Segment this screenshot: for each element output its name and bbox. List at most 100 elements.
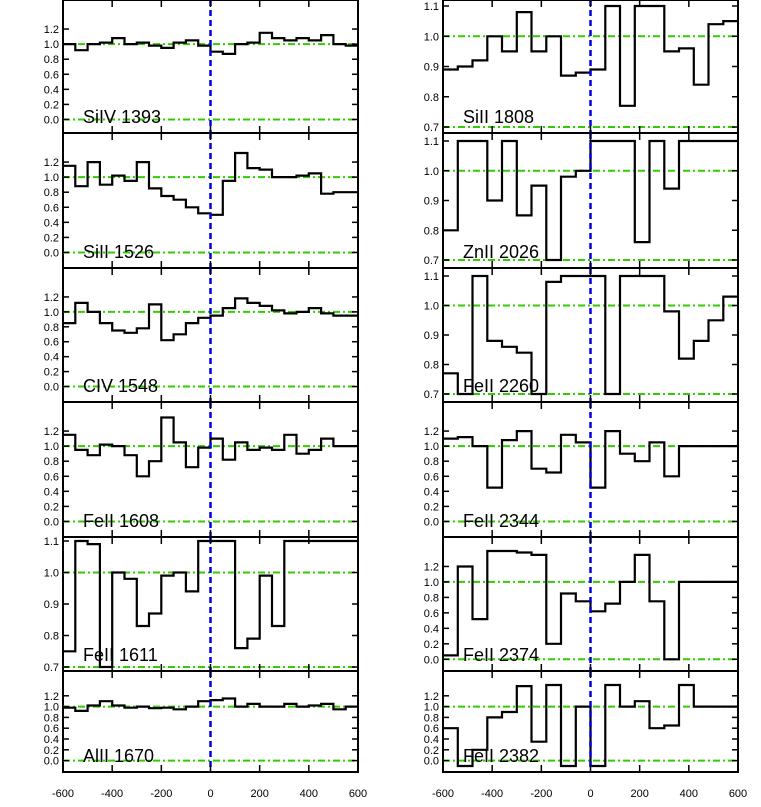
x-tick-label: -400 [481, 788, 503, 800]
panel-civ-1548: 0.0 0.2 0.4 0.6 0.8 1.0 1.2 CIV 1548 [44, 267, 359, 403]
y-tick-label: 0.4 [44, 84, 59, 96]
spectrum-step-line [63, 151, 358, 216]
y-tick-label: 0.4 [44, 352, 59, 364]
spectrum-step-line [443, 683, 738, 768]
y-tick-label: 0.2 [44, 232, 59, 244]
y-tick-label: 0.6 [44, 723, 59, 735]
x-tick-label: 600 [729, 788, 747, 800]
panel-siiv-1393: 0.0 0.2 0.4 0.6 0.8 1.0 1.2 SiIV 1393 [44, 0, 359, 134]
panel-label: FeII 2382 [463, 746, 539, 766]
y-tick-label: 1.0 [424, 702, 439, 714]
x-tick-label: -400 [101, 788, 123, 800]
y-tick-label: 1.0 [44, 568, 59, 580]
panel-label: AlII 1670 [83, 746, 154, 766]
y-tick-label: 0.6 [424, 608, 439, 620]
y-tick-label: 0.8 [424, 712, 439, 724]
y-tick-label: 0.6 [44, 337, 59, 349]
x-tick-label: 200 [630, 788, 648, 800]
y-tick-label: 0.2 [424, 639, 439, 651]
y-tick-label: 1.2 [424, 426, 439, 438]
panel-label: FeII 1611 [83, 645, 158, 665]
y-tick-label: 0.8 [424, 360, 439, 372]
panel-feii-2374: 0.0 0.2 0.4 0.6 0.8 1.0 1.2 FeII 2374 [424, 536, 739, 672]
x-tick-label: -200 [530, 788, 552, 800]
y-tick-label: 0.2 [44, 99, 59, 111]
y-tick-label: 1.0 [424, 577, 439, 589]
y-tick-label: 1.2 [424, 561, 439, 573]
x-tick-label: -600 [432, 788, 454, 800]
x-tick-label: 400 [680, 788, 698, 800]
y-tick-label: 0.6 [424, 471, 439, 483]
panel-siii-1808: 0.7 0.8 0.9 1.0 1.1 SiII 1808 [424, 0, 739, 134]
y-tick-label: 0.9 [44, 599, 59, 611]
y-tick-label: 0.8 [44, 54, 59, 66]
spectrum-step-line [443, 430, 738, 489]
panel-label: CIV 1548 [83, 376, 158, 396]
y-tick-label: 0.7 [424, 122, 439, 134]
x-tick-label: 0 [207, 788, 213, 800]
x-tick-label: 600 [349, 788, 367, 800]
y-tick-label: 0.0 [424, 654, 439, 666]
panel-feii-2344: 0.0 0.2 0.4 0.6 0.8 1.0 1.2 FeII 2344 [424, 401, 739, 538]
y-tick-label: 0.2 [44, 367, 59, 379]
spectrum-step-line [63, 539, 358, 669]
y-tick-label: 0.0 [44, 114, 59, 126]
y-tick-label: 0.4 [44, 734, 59, 746]
y-tick-label: 0.8 [424, 592, 439, 604]
y-tick-label: 0.2 [424, 501, 439, 513]
y-tick-label: 0.9 [424, 330, 439, 342]
y-tick-label: 0.6 [44, 69, 59, 81]
spectrum-step-line [443, 549, 738, 661]
panel-label: FeII 1608 [83, 511, 159, 531]
x-tick-label: -200 [150, 788, 172, 800]
y-tick-label: 0.4 [424, 734, 439, 746]
y-tick-label: 0.8 [44, 187, 59, 199]
y-tick-label: 1.0 [424, 166, 439, 178]
y-tick-label: 1.1 [424, 271, 439, 283]
y-tick-label: 0.0 [44, 516, 59, 528]
y-tick-label: 1.2 [424, 691, 439, 703]
panel-znii-2026: 0.7 0.8 0.9 1.0 1.1 ZnII 2026 [424, 132, 739, 269]
y-tick-label: 0.8 [424, 456, 439, 468]
panel-label: FeII 2344 [463, 511, 539, 531]
y-tick-label: 1.2 [44, 157, 59, 169]
y-tick-label: 1.2 [44, 691, 59, 703]
spectrum-step-line [63, 31, 358, 55]
y-tick-label: 1.0 [44, 441, 59, 453]
panel-feii-1608: 0.0 0.2 0.4 0.6 0.8 1.0 1.2 FeII 1608 [44, 401, 359, 538]
y-tick-label: 0.2 [424, 745, 439, 757]
y-tick-label: 0.0 [424, 756, 439, 768]
y-tick-label: 0.4 [424, 623, 439, 635]
y-tick-label: 1.2 [44, 426, 59, 438]
y-tick-label: 0.0 [44, 382, 59, 394]
y-tick-label: 1.0 [424, 301, 439, 313]
y-tick-label: 0.0 [424, 516, 439, 528]
y-tick-label: 0.2 [44, 501, 59, 513]
y-tick-label: 0.8 [44, 322, 59, 334]
panel-feii-1611: 0.7 0.8 0.9 1.0 1.1 FeII 1611 [44, 536, 359, 674]
y-tick-label: 0.0 [44, 756, 59, 768]
panel-label: ZnII 2026 [463, 242, 539, 262]
y-tick-label: 0.7 [424, 389, 439, 401]
panel-label: FeII 2374 [463, 645, 539, 665]
y-tick-label: 0.8 [44, 631, 59, 643]
y-tick-label: 0.6 [44, 471, 59, 483]
y-tick-label: 1.2 [44, 24, 59, 36]
panel-label: SiII 1526 [83, 242, 154, 262]
panel-label: SiII 1808 [463, 107, 534, 127]
y-tick-label: 1.0 [424, 441, 439, 453]
y-tick-label: 0.6 [44, 202, 59, 214]
y-tick-label: 0.8 [44, 712, 59, 724]
y-tick-label: 1.0 [424, 31, 439, 43]
y-tick-label: 0.6 [424, 723, 439, 735]
spectrum-step-line [443, 139, 738, 262]
y-tick-label: 0.4 [424, 486, 439, 498]
panel-alii-1670: 0.00.20.40.60.81.01.2 AlII 1670 [44, 670, 359, 773]
y-tick-label: 0.9 [424, 196, 439, 208]
y-tick-label: 1.2 [44, 292, 59, 304]
y-tick-label: 1.1 [44, 536, 59, 548]
y-tick-label: 0.9 [424, 62, 439, 74]
y-tick-label: 0.7 [44, 662, 59, 674]
y-tick-label: 0.0 [44, 247, 59, 259]
y-tick-label: 1.1 [424, 136, 439, 148]
